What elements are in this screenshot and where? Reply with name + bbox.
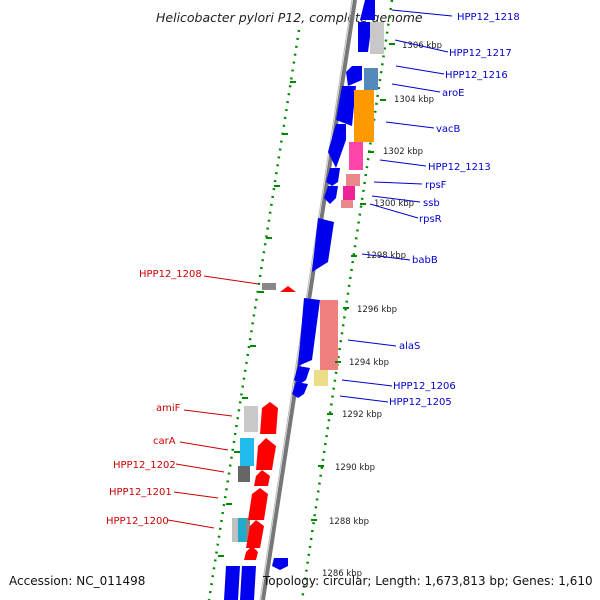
gene-arrow-aroE <box>336 86 356 126</box>
gene-arrow-hpp12-1201 <box>248 488 268 520</box>
bar-salmon-rpsR <box>341 200 353 208</box>
forward-gene-arrows <box>224 0 375 600</box>
reverse-leaders <box>167 275 259 529</box>
bar-salmon-rpsF <box>346 174 360 186</box>
bar-grey-amiF <box>244 406 258 432</box>
scale-label-1300: 1300 kbp <box>374 199 414 209</box>
scale-label-1296: 1296 kbp <box>357 305 397 315</box>
scale-labels: 1306 kbp 1304 kbp 1302 kbp 1300 kbp 1298… <box>322 41 442 579</box>
label-ssb: ssb <box>423 198 440 209</box>
label-vacB: vacB <box>436 124 461 135</box>
gene-arrow-ssb <box>324 198 336 204</box>
gene-arrow-bottom-left <box>224 566 240 600</box>
label-hpp12-1218: HPP12_1218 <box>457 12 520 23</box>
scale-label-1292: 1292 kbp <box>342 410 382 420</box>
label-alaS: alaS <box>399 341 420 352</box>
gene-arrow-hpp12-1205 <box>292 382 308 398</box>
gene-arrow-hpp12-1206 <box>294 366 310 384</box>
label-hpp12-1200: HPP12_1200 <box>106 516 169 527</box>
annotation-bars <box>232 22 384 542</box>
scale-label-1286: 1286 kbp <box>322 569 362 579</box>
scale-label-1294: 1294 kbp <box>349 358 389 368</box>
bar-magenta-ssb <box>343 186 355 200</box>
gene-arrow-babB <box>312 218 334 272</box>
bar-pink-vacB <box>349 142 363 170</box>
left-ticks <box>218 81 296 557</box>
gene-arrow-hpp12-1217 <box>358 22 372 52</box>
gene-arrow-alaS <box>298 298 320 366</box>
gene-arrow-hpp12-1199 <box>244 546 258 560</box>
gene-arrow-hpp12-1208 <box>280 286 296 292</box>
gene-arrow-hpp12-1218 <box>360 0 375 20</box>
label-hpp12-1217: HPP12_1217 <box>449 48 512 59</box>
left-dotted-track <box>207 29 301 600</box>
label-hpp12-1208: HPP12_1208 <box>139 269 202 280</box>
bar-orange-aroE <box>354 90 374 142</box>
bar-grey-1208 <box>262 283 276 290</box>
gene-arrow-hpp12-1202 <box>254 470 270 486</box>
label-hpp12-1213: HPP12_1213 <box>428 162 491 173</box>
right-dotted-track <box>300 0 394 600</box>
bar-dark-1202 <box>238 466 250 482</box>
bar-teal-1200 <box>238 518 246 542</box>
label-aroE: aroE <box>442 88 464 99</box>
bar-steelblue-1216 <box>364 68 378 90</box>
scale-ticks <box>311 43 395 521</box>
label-carA: carA <box>153 436 176 447</box>
gene-arrow-hpp12-1213 <box>326 168 340 186</box>
label-hpp12-1205: HPP12_1205 <box>389 397 452 408</box>
gene-arrow-vacB <box>328 124 346 168</box>
bar-grey-1200 <box>232 518 240 542</box>
forward-leaders <box>339 9 453 403</box>
gene-arrow-hpp12-1200 <box>246 520 264 548</box>
label-hpp12-1216: HPP12_1216 <box>445 70 508 81</box>
scale-label-1288: 1288 kbp <box>329 517 369 527</box>
gene-arrow-hpp12-1216 <box>346 66 362 86</box>
gene-arrow-carA <box>256 438 276 470</box>
forward-labels: HPP12_1218 HPP12_1217 HPP12_1216 aroE va… <box>389 12 520 408</box>
bar-grey-1217 <box>370 22 384 54</box>
accession-text: Accession: NC_011498 <box>9 574 146 588</box>
gene-arrow-lower <box>272 558 288 570</box>
bar-yellow-alaS <box>314 370 328 386</box>
label-amiF: amiF <box>156 403 181 414</box>
reverse-gene-arrows <box>244 286 296 560</box>
map-title: Helicobacter pylori P12, complete genome <box>156 10 423 25</box>
label-rpsR: rpsR <box>419 214 442 225</box>
label-rpsF: rpsF <box>425 180 447 191</box>
label-hpp12-1202: HPP12_1202 <box>113 460 176 471</box>
scale-label-1290: 1290 kbp <box>335 463 375 473</box>
scale-label-1304: 1304 kbp <box>394 95 434 105</box>
gene-arrow-bottom-right <box>240 566 256 600</box>
bar-cyan-carA <box>240 438 254 466</box>
reverse-labels: HPP12_1208 amiF carA HPP12_1202 HPP12_12… <box>106 269 202 527</box>
bar-salmon-alaS <box>320 300 338 370</box>
scale-label-1298: 1298 kbp <box>366 251 406 261</box>
gene-arrow-amiF <box>260 402 278 434</box>
label-hpp12-1201: HPP12_1201 <box>109 487 172 498</box>
label-babB: babB <box>412 255 438 266</box>
scale-label-1302: 1302 kbp <box>383 147 423 157</box>
label-hpp12-1206: HPP12_1206 <box>393 381 456 392</box>
bar-grey-1200b <box>246 518 250 542</box>
topology-text: Topology: circular; Length: 1,673,813 bp… <box>263 574 593 588</box>
